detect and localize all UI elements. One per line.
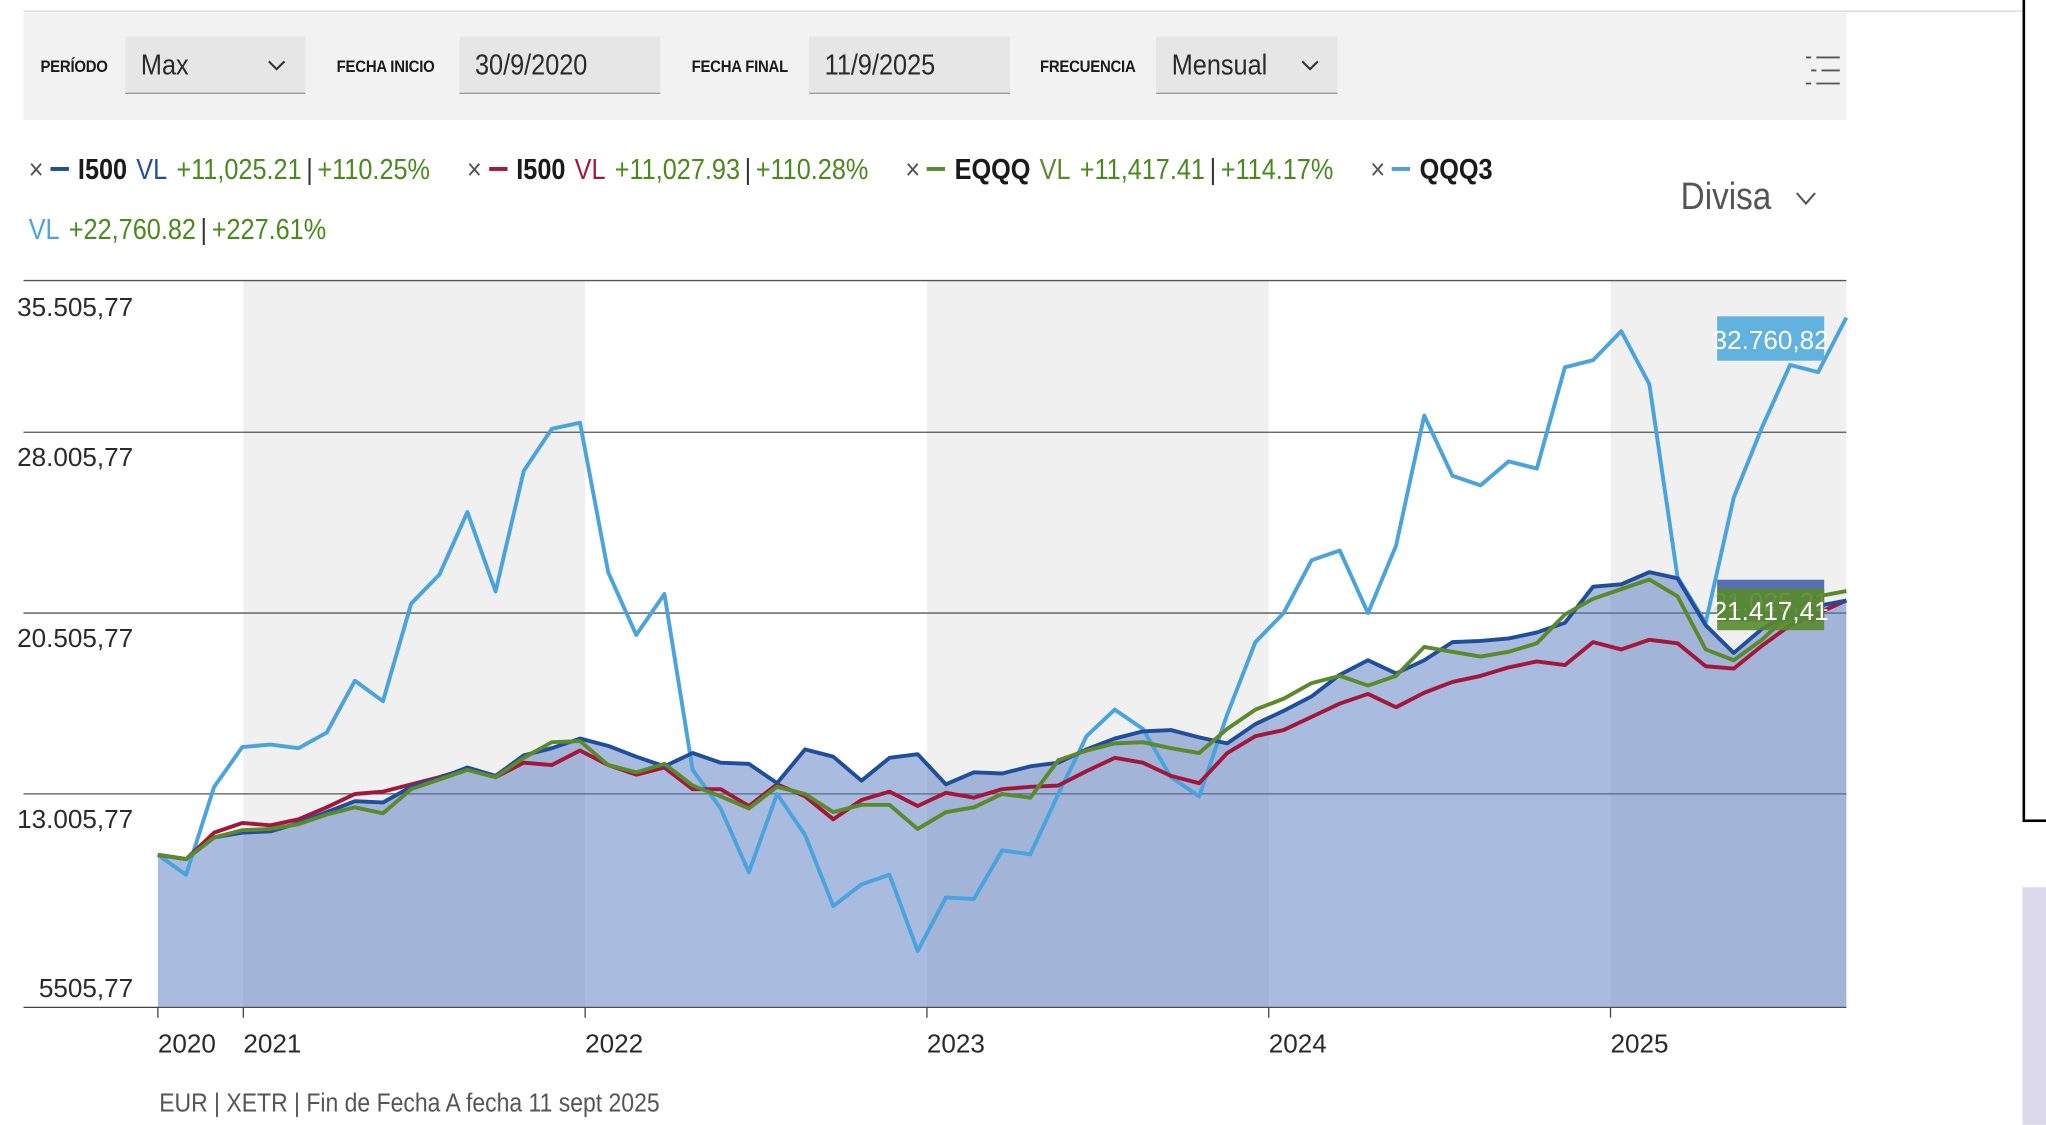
frecuencia-label: FRECUENCIA — [1039, 56, 1136, 76]
legend-code: EQQQ — [954, 152, 1031, 186]
legend-code: I500 — [77, 152, 128, 186]
y-tick-label: 13.005,77 — [17, 804, 133, 834]
legend-pct: +110.25% — [317, 152, 431, 186]
periodo-value: Max — [140, 48, 189, 81]
legend-row-2: VL +22,760.82 | +227.61% — [29, 210, 326, 249]
legend-pct: +227.61% — [211, 212, 327, 246]
y-axis: 35.505,77 28.005,77 20.505,77 13.005,77 5505… — [17, 292, 133, 1003]
x-tick-label: 2024 — [1269, 1029, 1327, 1059]
frecuencia-value: Mensual — [1171, 48, 1268, 81]
edge-panel-inner — [2025, 0, 2046, 820]
fecha-final-label: FECHA FINAL — [691, 56, 789, 76]
legend-item: × EQQQ VL +11,417.41 | +114.17% — [905, 153, 1340, 186]
x-tick-label: 2025 — [1611, 1029, 1669, 1059]
periodo-select[interactable]: Max — [125, 36, 306, 94]
divisa-dropdown[interactable]: Divisa — [1681, 176, 1838, 223]
legend-vl: VL — [28, 212, 60, 246]
y-tick-label: 20.505,77 — [17, 623, 133, 653]
top-divider — [23, 10, 2046, 12]
series-line — [156, 316, 1849, 953]
periodo-label: PERÍODO — [40, 56, 108, 76]
legend-change: +11,027.93 — [614, 152, 741, 186]
legend-change: +22,760.82 — [68, 212, 196, 246]
x-tick-label: 2020 — [158, 1029, 216, 1059]
legend-sep: | — [200, 212, 208, 246]
legend-change: +11,417.41 — [1079, 152, 1205, 186]
legend-code: QQQ3 — [1419, 152, 1493, 186]
series-swatch — [50, 166, 69, 171]
close-icon[interactable]: × — [467, 152, 482, 186]
frecuencia-select[interactable]: Mensual — [1156, 36, 1338, 94]
close-icon[interactable]: × — [28, 152, 44, 186]
legend-change: +11,025.21 — [176, 152, 302, 186]
x-tick-label: 2022 — [585, 1029, 643, 1059]
legend-vl: VL — [136, 152, 168, 186]
end-label-box — [1717, 316, 1825, 361]
legend-vl: VL — [574, 152, 606, 186]
series-swatch — [1392, 166, 1411, 171]
filter-bar: PERÍODO Max FECHA INICIO 30/9/2020 FECHA… — [23, 13, 1847, 121]
edge-panel-lower — [2022, 887, 2046, 1125]
legend-item: × QQQ3 — [1370, 153, 1501, 186]
legend-vl: VL — [1039, 152, 1071, 186]
fecha-inicio-input[interactable]: 30/9/2020 — [459, 36, 661, 94]
legend-sep: | — [744, 152, 752, 186]
end-label-text: 21.417,41 — [1713, 596, 1829, 626]
fecha-inicio-label: FECHA INICIO — [336, 56, 435, 76]
end-label-text: 32.760,82 — [1713, 325, 1829, 355]
series-swatch — [488, 166, 508, 171]
fecha-final-input[interactable]: 11/9/2025 — [809, 36, 1010, 94]
legend-item: × I500 VL +11,025.21 | +110.25% — [29, 153, 437, 186]
legend-item: × I500 VL +11,027.93 | +110.28% — [467, 153, 875, 186]
chevron-down-icon — [1795, 192, 1816, 206]
chevron-down-icon — [268, 60, 286, 71]
legend-pct: +114.17% — [1220, 152, 1334, 186]
legend-sep: | — [1209, 152, 1217, 186]
end-label-box — [1717, 588, 1825, 631]
list-menu-icon[interactable] — [1803, 52, 1842, 89]
series-line — [157, 577, 1847, 862]
x-tick-label: 2021 — [243, 1029, 301, 1059]
legend-row-1: × I500 VL +11,025.21 | +110.25% × I500 VL +11,02… — [29, 150, 1502, 189]
close-icon[interactable]: × — [905, 152, 921, 186]
series-swatch — [927, 166, 946, 171]
footnote: EUR | XETR | Fin de Fecha A fecha 11 sep… — [159, 1089, 660, 1119]
fecha-inicio-value: 30/9/2020 — [474, 48, 588, 81]
legend-pct: +110.28% — [755, 152, 869, 186]
x-tick-label: 2023 — [927, 1029, 985, 1059]
divisa-label: Divisa — [1680, 176, 1772, 218]
chevron-down-icon — [1301, 60, 1319, 71]
close-icon[interactable]: × — [1370, 152, 1386, 186]
series-lines — [156, 316, 1849, 953]
fecha-final-value: 11/9/2025 — [824, 48, 936, 81]
legend-code: I500 — [516, 152, 566, 186]
y-tick-label: 5505,77 — [39, 973, 133, 1003]
y-tick-label: 35.505,77 — [17, 292, 133, 322]
legend-sep: | — [306, 152, 313, 186]
x-axis: 2020 2021 2022 2023 2024 2025 — [157, 1007, 1669, 1059]
y-tick-label: 28.005,77 — [17, 442, 133, 472]
